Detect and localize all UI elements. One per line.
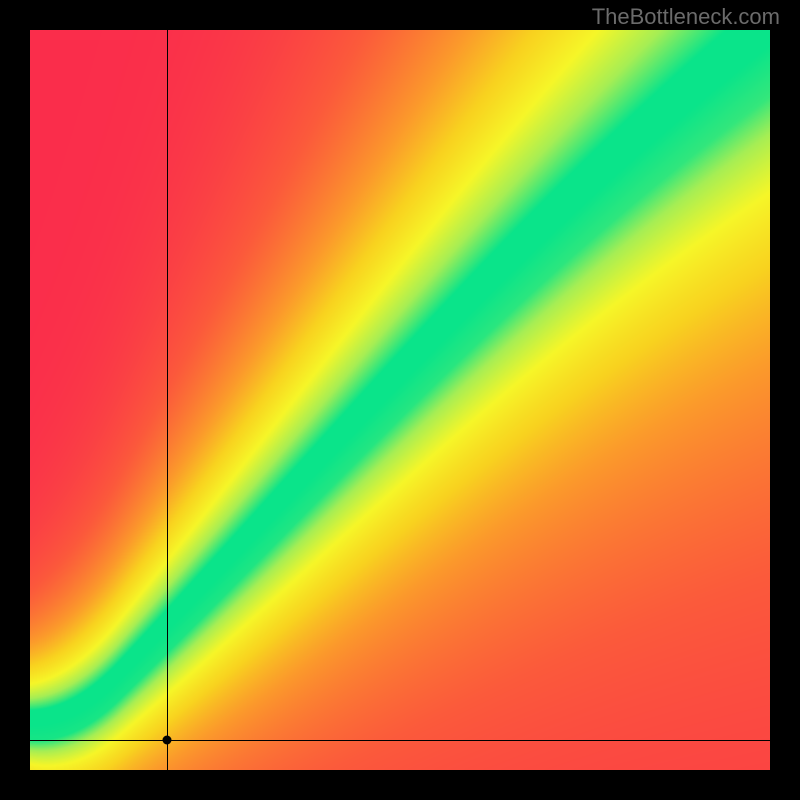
watermark-text: TheBottleneck.com <box>592 4 780 30</box>
selection-marker <box>162 736 171 745</box>
crosshair-vertical <box>167 30 168 770</box>
heatmap-canvas <box>30 30 770 770</box>
bottleneck-heatmap <box>30 30 770 770</box>
crosshair-horizontal <box>30 740 770 741</box>
